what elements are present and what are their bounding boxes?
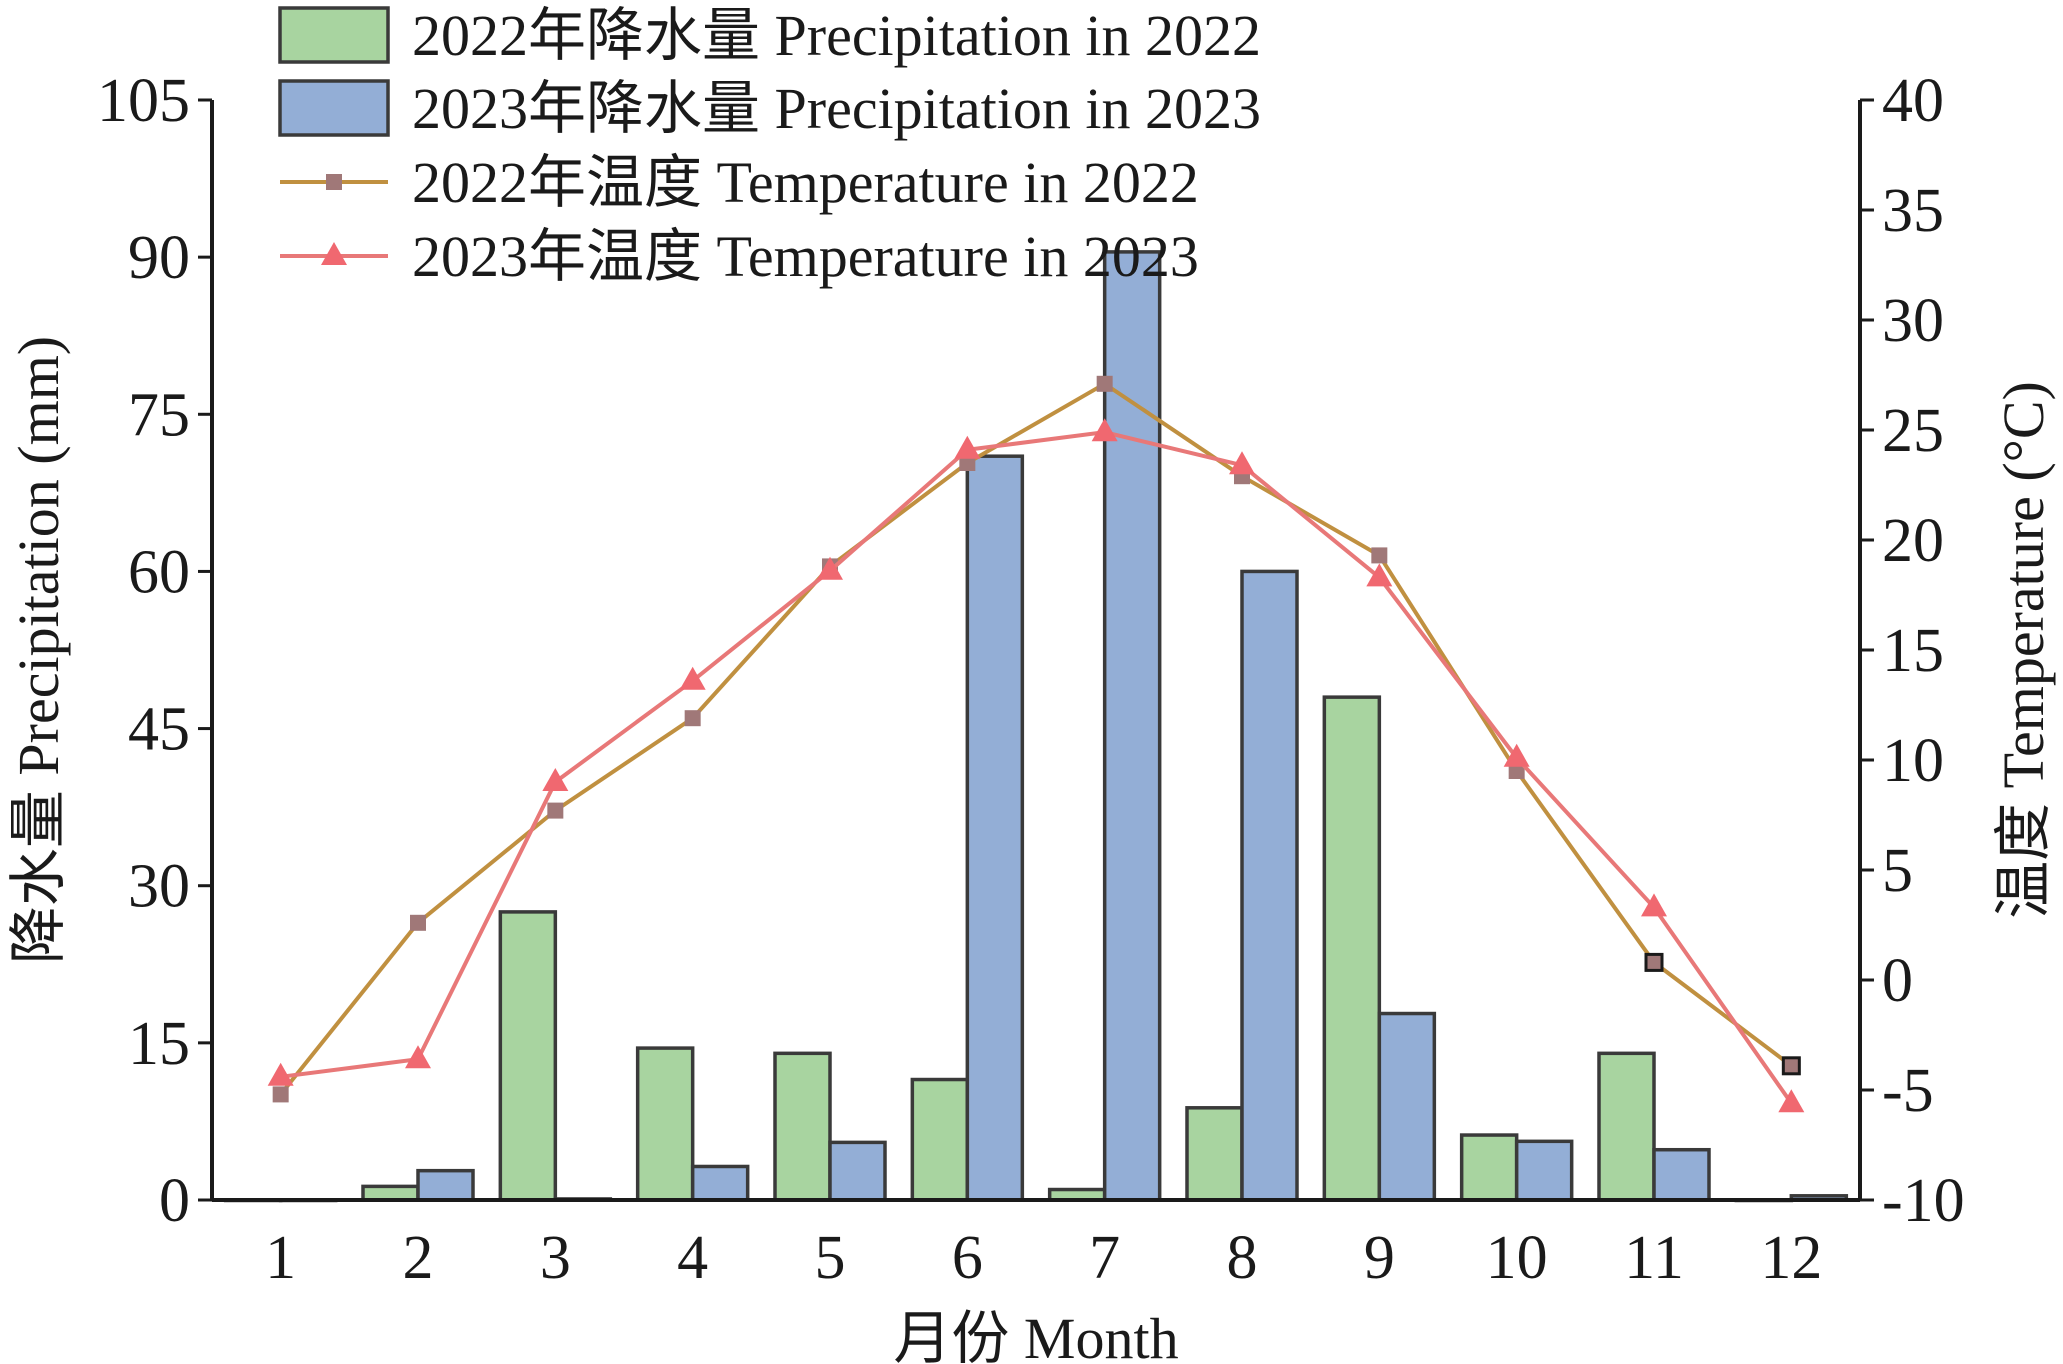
- bar-layer: [223, 250, 1849, 1203]
- point-2023: [1366, 563, 1393, 587]
- bar-2022: [361, 1184, 420, 1202]
- legend-swatch: [278, 6, 390, 64]
- bar-2022: [1185, 1106, 1244, 1202]
- y2-tick-label: 35: [1882, 177, 1944, 245]
- bar-2023: [416, 1168, 475, 1202]
- point-2023: [1503, 743, 1530, 767]
- point-2023: [954, 435, 981, 459]
- y2-tick-label: -5: [1882, 1057, 1934, 1125]
- legend-label: 2022年温度 Temperature in 2022: [412, 150, 1199, 215]
- bar-2023: [1240, 569, 1299, 1202]
- bar-2022: [910, 1077, 970, 1202]
- legend-label: 2022年降水量 Precipitation in 2022: [412, 3, 1261, 68]
- y-tick-label: 60: [128, 538, 190, 606]
- x-tick-label: 6: [952, 1224, 983, 1292]
- bar-2023: [965, 454, 1025, 1202]
- legend-swatch: [278, 79, 390, 137]
- legend-label: 2023年温度 Temperature in 2023: [412, 224, 1199, 289]
- y-tick-label: 105: [97, 67, 190, 135]
- bar-2023: [828, 1140, 887, 1202]
- bar-2022: [635, 1046, 695, 1202]
- x-tick-label: 1: [265, 1224, 296, 1292]
- y-tick-label: 45: [128, 696, 190, 764]
- point-2022: [1781, 1056, 1801, 1076]
- y-tick-label: 0: [159, 1167, 190, 1235]
- point-2023: [679, 666, 706, 690]
- x-tick-label: 8: [1227, 1224, 1258, 1292]
- point-2022: [959, 455, 976, 471]
- legend-marker: [321, 242, 347, 265]
- point-2023: [1229, 451, 1255, 475]
- bar-2022: [1459, 1133, 1519, 1202]
- point-2023: [817, 556, 843, 580]
- point-2022: [684, 710, 701, 727]
- point-2023: [1641, 893, 1667, 917]
- temperature-line-2023: [280, 430, 1793, 1105]
- point-2023: [1091, 418, 1118, 442]
- point-2022: [1096, 375, 1113, 392]
- point-2022: [272, 1086, 289, 1103]
- line-layer: [267, 375, 1805, 1113]
- bar-2023: [1377, 1011, 1437, 1202]
- bar-2022: [498, 910, 558, 1202]
- x-tick-label: 4: [677, 1224, 708, 1292]
- x-tick-label: 9: [1364, 1224, 1395, 1292]
- y2-tick-label: -10: [1882, 1167, 1965, 1235]
- x-tick-label: 5: [815, 1224, 846, 1292]
- x-axis-title: 月份 Month: [893, 1306, 1178, 1364]
- x-tick-label: 3: [540, 1224, 571, 1292]
- bar-2023: [1102, 250, 1162, 1202]
- x-tick-label: 7: [1089, 1224, 1120, 1292]
- legend-label: 2023年降水量 Precipitation in 2023: [412, 76, 1261, 141]
- point-2022: [1644, 952, 1664, 972]
- point-2022: [547, 802, 564, 819]
- y2-tick-label: 20: [1882, 507, 1944, 575]
- point-2022: [1371, 547, 1388, 564]
- legend-marker: [326, 174, 342, 190]
- x-tick-label: 10: [1486, 1224, 1548, 1292]
- bar-2022: [773, 1051, 832, 1202]
- point-2022: [410, 914, 426, 931]
- bar-2023: [1652, 1147, 1711, 1202]
- y-tick-label: 15: [128, 1010, 190, 1078]
- point-2022: [1508, 763, 1525, 779]
- y2-tick-label: 0: [1882, 947, 1913, 1015]
- y-tick-label: 30: [128, 853, 190, 921]
- y-axis-title: 降水量 Precipitation (mm): [6, 336, 71, 964]
- point-2023: [1778, 1089, 1805, 1113]
- point-2023: [267, 1062, 294, 1086]
- y2-tick-label: 30: [1882, 287, 1944, 355]
- y2-tick-label: 25: [1882, 397, 1944, 465]
- x-tick-label: 12: [1760, 1224, 1822, 1292]
- y2-tick-label: 5: [1882, 837, 1913, 905]
- y2-axis-title: 温度 Temperature (°C): [1991, 381, 2056, 919]
- legend: 2022年降水量 Precipitation in 2022 2023年降水量 P…: [278, 3, 1261, 289]
- y-tick-label: 75: [128, 381, 190, 449]
- bar-2022: [1322, 695, 1382, 1202]
- point-2023: [405, 1045, 431, 1069]
- x-tick-label: 11: [1624, 1224, 1684, 1292]
- point-2023: [542, 768, 569, 791]
- y2-tick-label: 40: [1882, 67, 1944, 135]
- bar-2022: [1597, 1051, 1656, 1202]
- y-tick-label: 90: [128, 224, 190, 292]
- y2-tick-label: 10: [1882, 727, 1944, 795]
- bar-2023: [690, 1164, 750, 1202]
- x-tick-label: 2: [403, 1224, 434, 1292]
- y2-tick-label: 15: [1882, 617, 1944, 685]
- bar-2023: [1514, 1139, 1574, 1202]
